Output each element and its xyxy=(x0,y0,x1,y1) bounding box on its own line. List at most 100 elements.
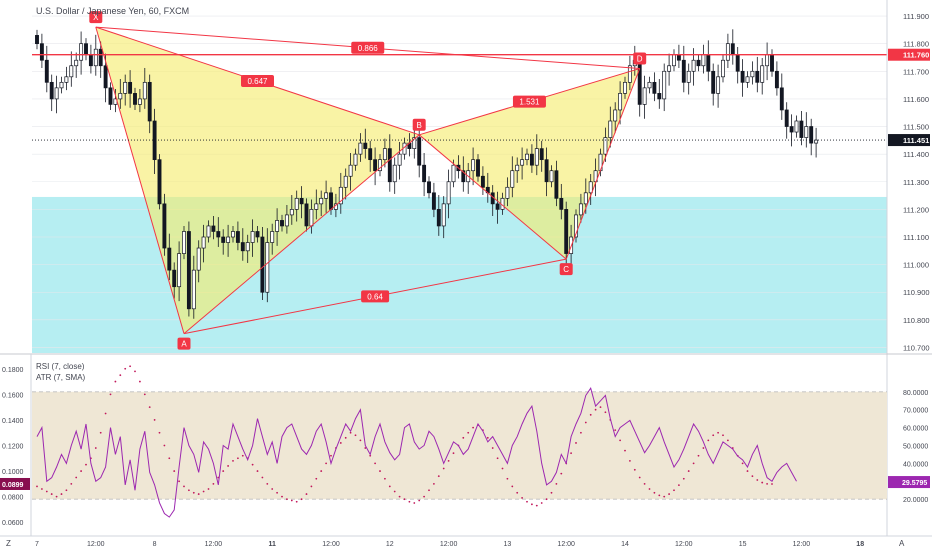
candle-body xyxy=(809,126,814,144)
atr-axis-ticks: 0.1800 0.1600 0.1400 0.1200 0.1000 0.0899 0.08… xyxy=(0,367,30,527)
candle-body xyxy=(412,137,417,149)
atr-dot xyxy=(379,470,381,472)
atr-dot xyxy=(433,482,435,485)
atr-dot xyxy=(256,470,259,472)
candle-body xyxy=(98,48,103,67)
rsi-tick-label: 20.0000 xyxy=(903,497,928,504)
candle-body xyxy=(721,59,725,78)
candle-body xyxy=(309,209,314,227)
time-tick-label: 12:00 xyxy=(675,541,693,548)
triangle-xab xyxy=(95,27,420,334)
point-label-c-bg xyxy=(559,263,573,276)
rsi-tick-label: 60.0000 xyxy=(903,426,928,433)
candle-body xyxy=(574,214,578,238)
atr-dot xyxy=(428,489,430,492)
candle-body xyxy=(539,148,544,161)
atr-dot xyxy=(80,470,82,472)
candle-body xyxy=(657,93,662,100)
atr-dot xyxy=(45,490,48,493)
atr-dot xyxy=(148,406,151,409)
atr-dot xyxy=(629,459,631,462)
atr-dot xyxy=(682,477,685,480)
atr-dot xyxy=(653,491,656,494)
atr-dot xyxy=(761,481,764,484)
atr-tick-label: 0.1000 xyxy=(2,469,24,476)
leg-ab xyxy=(183,134,420,335)
candle-body xyxy=(623,81,627,94)
triangle-bcd xyxy=(419,68,640,260)
ratio-label-bg xyxy=(351,41,385,54)
atr-dot xyxy=(545,498,548,501)
atr-dot xyxy=(124,367,127,370)
time-axis-ticks: 7 12:00 8 12:00 11 12:00 12 12:00 13 12:00 14 12:00… xyxy=(35,541,864,548)
atr-dot xyxy=(722,434,724,437)
atr-dot xyxy=(624,449,626,452)
price-axis-tags: 111.760 111.451 xyxy=(888,48,930,147)
resistance-price-tag: 111.760 xyxy=(903,51,929,60)
candle-body xyxy=(147,81,152,122)
candle-body xyxy=(54,87,59,100)
time-tick-label: 8 xyxy=(153,541,157,548)
candle-body xyxy=(544,159,549,183)
atr-dot xyxy=(94,447,97,449)
candle-body xyxy=(211,225,216,232)
atr-dot xyxy=(516,491,519,494)
atr-dot xyxy=(241,454,244,457)
atr-dot xyxy=(766,482,768,485)
price-axis[interactable]: 111.900 111.800 111.700 111.600 111.500 111.4… xyxy=(886,0,930,536)
candle-body xyxy=(578,203,583,216)
ratio-label: 1.531 xyxy=(519,98,540,107)
time-tick-label: 12:00 xyxy=(793,541,811,548)
candle-body xyxy=(755,70,760,83)
corner-left-label[interactable]: Z xyxy=(6,539,11,548)
atr-dot xyxy=(315,477,318,480)
indicator-panel[interactable]: RSI (7, close) ATR (7, SMA) xyxy=(32,362,887,518)
atr-dot xyxy=(687,470,690,472)
candle-body xyxy=(387,148,392,183)
point-label-b: B xyxy=(417,121,422,130)
candle-body xyxy=(672,54,676,67)
time-tick-label: 12:00 xyxy=(205,541,223,548)
corner-right-label[interactable]: A xyxy=(899,539,905,548)
candle-body xyxy=(123,81,128,94)
atr-dot xyxy=(599,406,602,409)
candle-body xyxy=(510,170,515,188)
atr-dot xyxy=(619,439,621,442)
atr-dot xyxy=(207,488,210,490)
atr-dot xyxy=(237,457,239,460)
rsi-axis[interactable]: 80.000070.000060.000050.000040.000030.00… xyxy=(888,390,930,504)
time-tick-label: 12:00 xyxy=(87,541,105,548)
atr-axis[interactable]: 0.1800 0.1600 0.1400 0.1200 0.1000 0.0899 0.08… xyxy=(0,354,32,536)
last-price-tag: 111.451 xyxy=(903,136,929,145)
candle-body xyxy=(84,43,88,56)
atr-dot xyxy=(712,434,715,437)
atr-dot xyxy=(678,484,680,487)
atr-tick-label: 0.1600 xyxy=(2,392,24,399)
candles xyxy=(35,29,819,319)
atr-dot xyxy=(65,489,68,492)
candle-body xyxy=(647,81,652,89)
candle-body xyxy=(745,76,750,83)
candle-body xyxy=(613,109,618,122)
time-axis[interactable]: 7 12:00 8 12:00 11 12:00 12 12:00 13 12:00 14 12:00… xyxy=(0,535,932,548)
point-label-x-bg xyxy=(89,11,103,24)
candle-body xyxy=(427,181,431,194)
candle-body xyxy=(564,209,569,254)
candle-body xyxy=(686,70,691,83)
candle-body xyxy=(299,197,304,205)
candle-body xyxy=(245,242,250,252)
candle-body xyxy=(603,137,608,155)
candle-body xyxy=(461,170,466,183)
atr-dot xyxy=(271,488,274,490)
atr-dot xyxy=(751,475,754,478)
candle-body xyxy=(338,186,343,205)
rsi-tick-label: 70.0000 xyxy=(903,408,928,415)
atr-dot xyxy=(408,500,411,503)
atr-dot xyxy=(384,477,386,480)
price-panel[interactable]: X A B C D 0.866 0.647 1.531 0.64 U.S. Dollar / J… xyxy=(32,5,887,353)
atr-dot xyxy=(491,447,494,449)
candle-body xyxy=(270,231,275,243)
ratio-label-bg xyxy=(361,290,390,303)
